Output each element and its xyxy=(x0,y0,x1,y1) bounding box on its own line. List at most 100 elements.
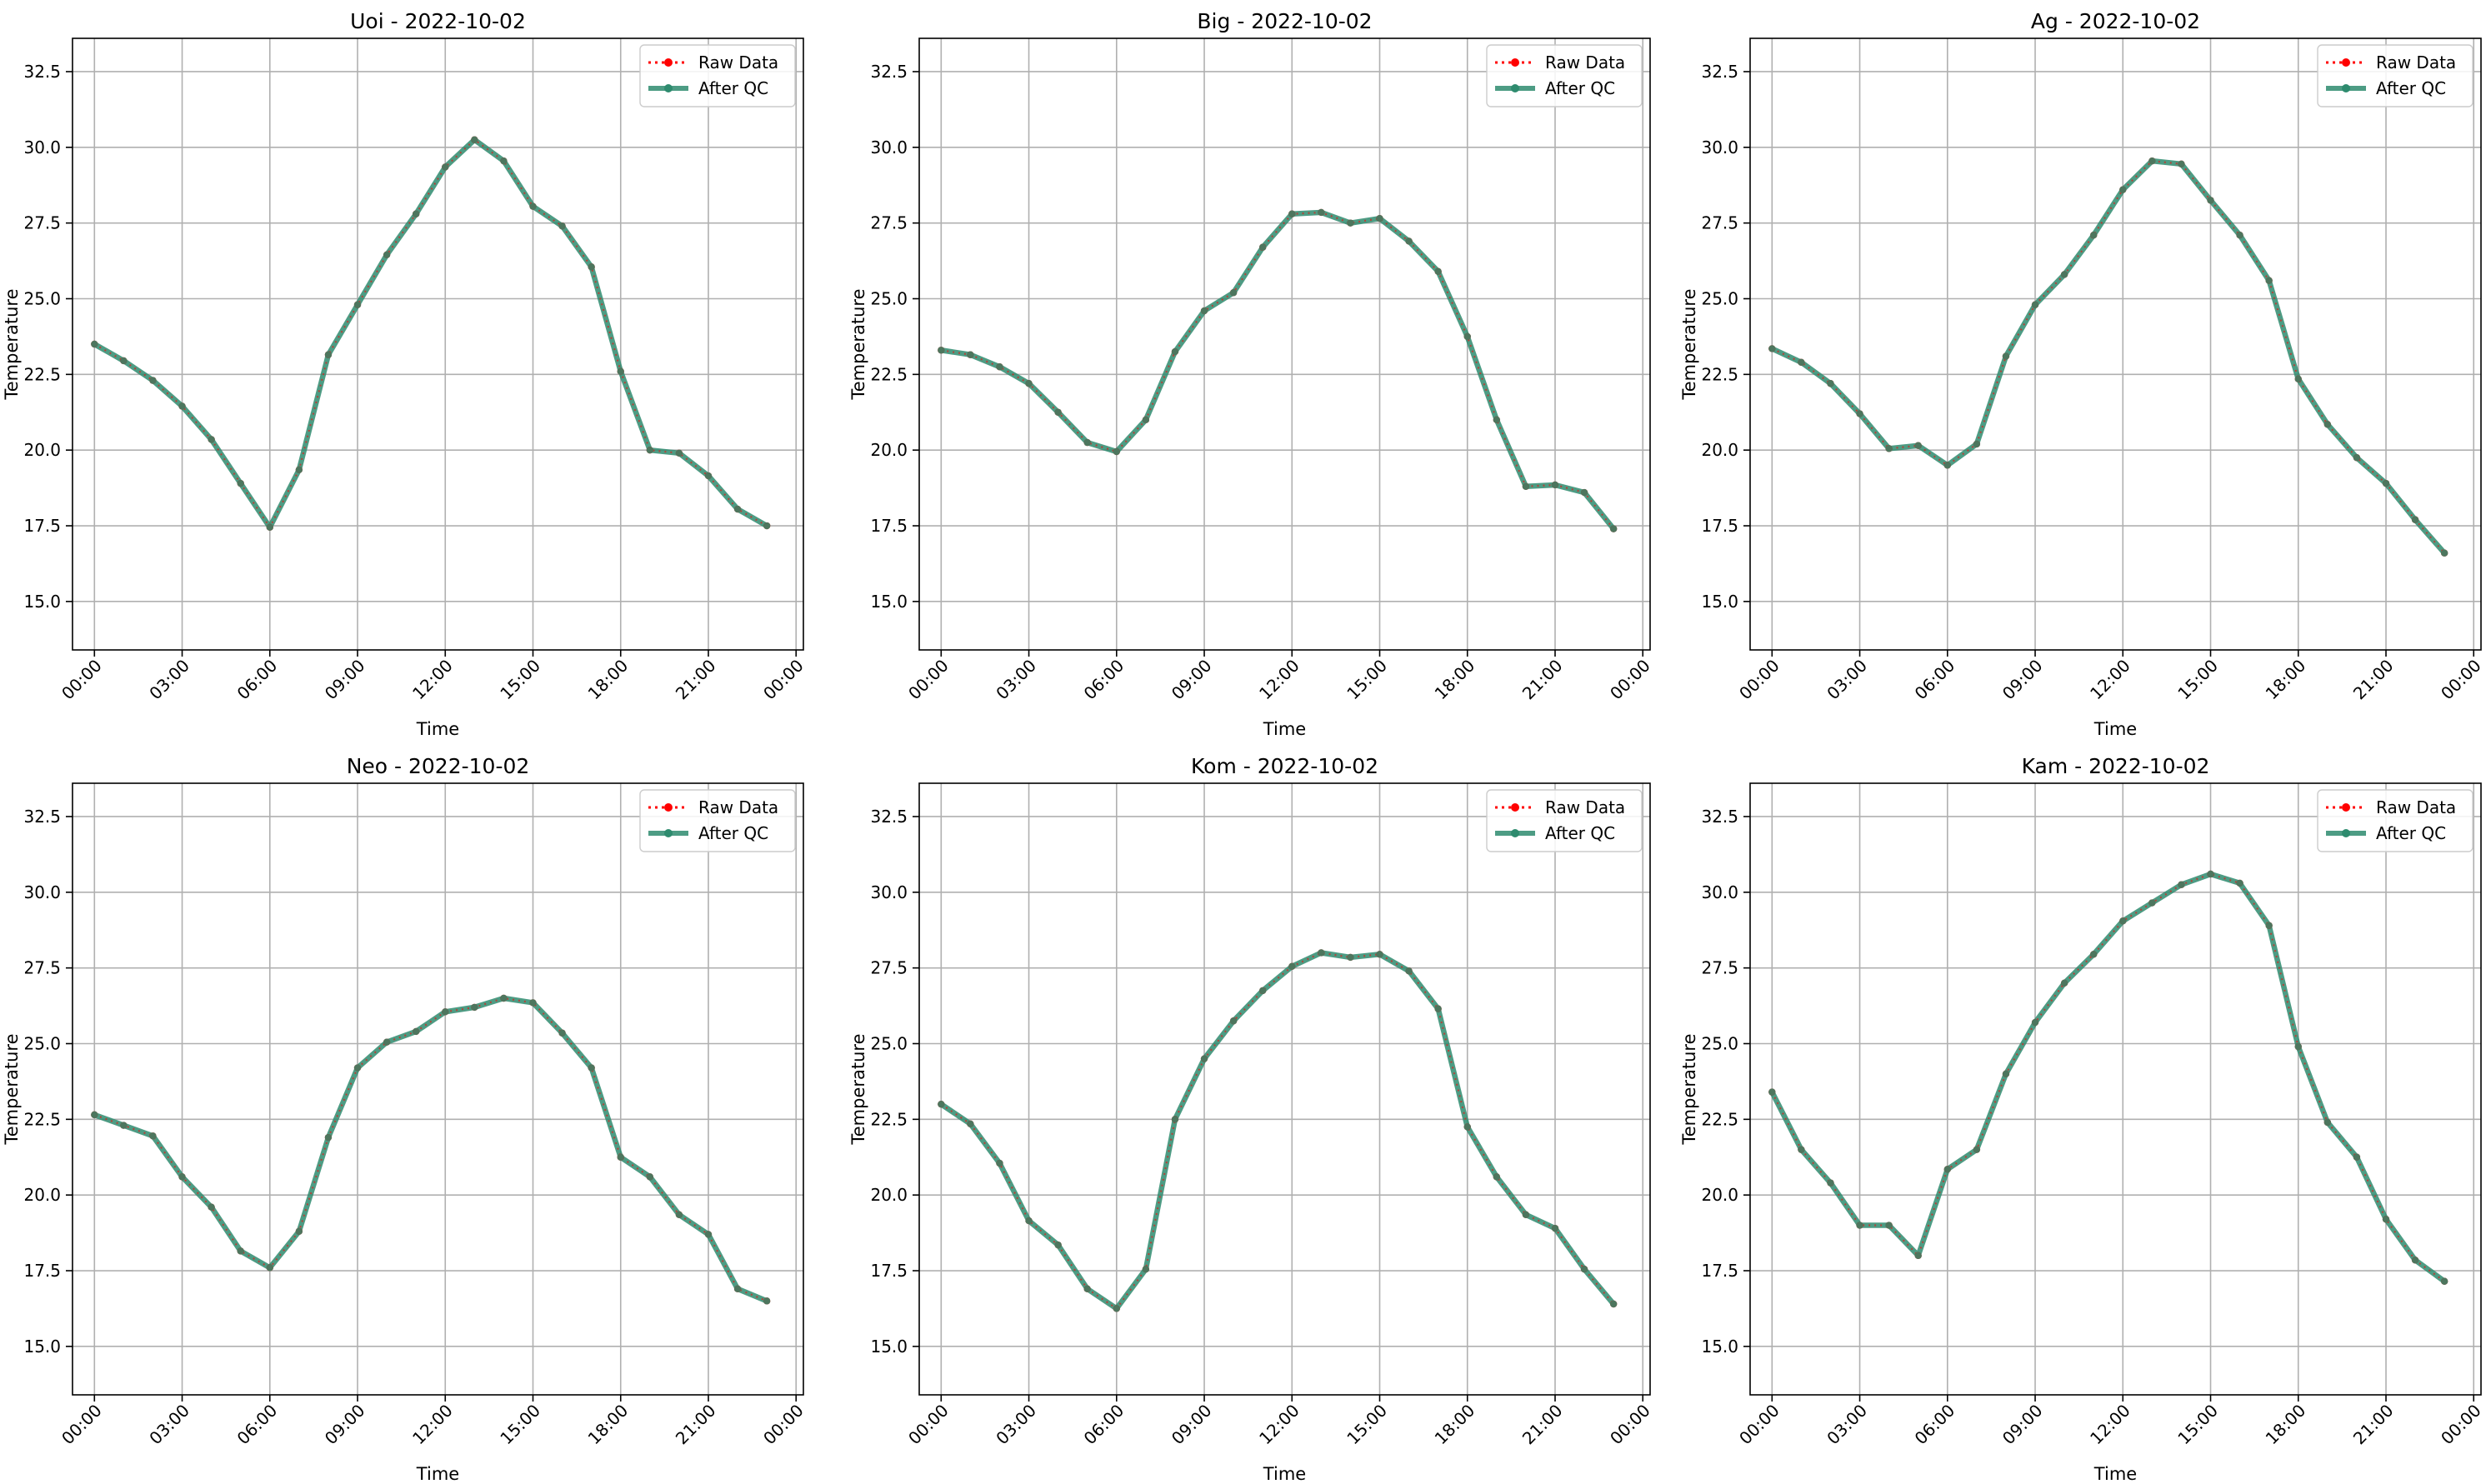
y-axis-label: Temperature xyxy=(2,1033,22,1145)
after-qc-point xyxy=(1200,1055,1208,1062)
x-tick-label: 00:00 xyxy=(759,656,808,704)
x-tick-label: 03:00 xyxy=(1823,656,1871,704)
series-raw-data-line xyxy=(941,211,1615,530)
x-tick-label: 21:00 xyxy=(2349,1401,2398,1449)
y-tick-label: 17.5 xyxy=(1701,1261,1738,1281)
after-qc-point xyxy=(1973,440,1981,448)
y-tick-label: 22.5 xyxy=(1701,1109,1738,1129)
after-qc-point xyxy=(1493,416,1501,424)
legend-qc-marker xyxy=(2342,829,2350,837)
y-tick-label: 17.5 xyxy=(23,1261,61,1281)
y-tick-label: 25.0 xyxy=(1701,1033,1738,1053)
after-qc-point xyxy=(295,1227,303,1235)
after-qc-point xyxy=(558,1029,566,1037)
y-tick-label: 32.5 xyxy=(23,807,61,827)
after-qc-point xyxy=(208,1203,215,1211)
after-qc-point xyxy=(2148,899,2156,907)
x-tick-label: 03:00 xyxy=(992,1401,1040,1449)
x-tick-label: 09:00 xyxy=(321,656,369,704)
after-qc-point xyxy=(1142,1266,1150,1273)
after-qc-point xyxy=(237,479,244,487)
legend-raw-marker xyxy=(2342,58,2350,67)
after-qc-point xyxy=(412,210,420,217)
after-qc-point xyxy=(266,523,273,532)
x-tick-label: 15:00 xyxy=(2173,1401,2222,1449)
legend-qc-label: After QC xyxy=(2376,78,2446,98)
after-qc-point xyxy=(2089,231,2098,239)
after-qc-point xyxy=(1914,1252,1922,1260)
y-axis-label: Temperature xyxy=(848,288,868,400)
after-qc-point xyxy=(1376,215,1383,222)
after-qc-point xyxy=(1376,951,1383,958)
after-qc-point xyxy=(2002,1070,2010,1078)
after-qc-point xyxy=(1493,1173,1501,1181)
legend: Raw Data After QC xyxy=(1486,44,1643,107)
legend: Raw Data After QC xyxy=(2317,44,2473,107)
y-tick-label: 17.5 xyxy=(870,516,908,536)
y-tick-label: 30.0 xyxy=(1701,882,1738,902)
after-qc-point xyxy=(442,163,449,171)
y-tick-label: 30.0 xyxy=(1701,137,1738,157)
after-qc-point xyxy=(1943,1166,1951,1173)
series-raw-data-line xyxy=(1771,160,2445,554)
legend-raw-marker xyxy=(1511,803,1519,812)
x-tick-label: 00:00 xyxy=(904,656,953,704)
x-tick-label: 15:00 xyxy=(496,656,544,704)
x-tick-label: 15:00 xyxy=(496,1401,544,1449)
after-qc-point xyxy=(178,402,186,410)
legend-qc-label: After QC xyxy=(1545,78,1615,98)
after-qc-point xyxy=(2382,1216,2390,1223)
subplot-2: 00:00 03:00 06:00 09:00 12:00 15:00 18:00 21:00… xyxy=(848,9,1654,739)
x-tick-label: 21:00 xyxy=(672,656,720,704)
after-qc-point xyxy=(1258,987,1267,995)
x-tick-label: 06:00 xyxy=(1911,656,1959,704)
subplot-5: 00:00 03:00 06:00 09:00 12:00 15:00 18:00 21:00… xyxy=(848,754,1654,1484)
legend-box xyxy=(639,789,796,852)
series-raw-data-line xyxy=(940,952,1614,1310)
after-qc-point xyxy=(2060,271,2068,278)
after-qc-point xyxy=(2294,1042,2302,1051)
series-raw-data-line xyxy=(1771,872,2445,1282)
after-qc-point xyxy=(412,1027,420,1036)
y-axis-label: Temperature xyxy=(2,288,22,400)
legend-raw-label: Raw Data xyxy=(698,52,778,72)
after-qc-point xyxy=(763,1297,771,1305)
y-tick-label: 27.5 xyxy=(1701,213,1738,233)
y-tick-label: 25.0 xyxy=(23,1033,61,1053)
after-qc-point xyxy=(1885,1222,1893,1229)
y-tick-label: 32.5 xyxy=(1701,807,1738,827)
x-tick-label: 12:00 xyxy=(2086,1401,2134,1449)
plot-frame xyxy=(918,37,1651,651)
y-tick-label: 15.0 xyxy=(1701,592,1738,612)
legend-qc-marker xyxy=(1511,84,1519,92)
x-tick-label: 12:00 xyxy=(408,1401,457,1449)
x-tick-label: 00:00 xyxy=(58,656,106,704)
legend-raw-marker xyxy=(664,58,673,67)
after-qc-point xyxy=(120,1122,128,1129)
after-qc-point xyxy=(646,1173,654,1181)
y-tick-label: 32.5 xyxy=(1701,62,1738,82)
y-tick-label: 25.0 xyxy=(870,288,908,308)
after-qc-point xyxy=(617,1153,624,1161)
y-tick-label: 30.0 xyxy=(870,882,908,902)
after-qc-point xyxy=(1551,1224,1559,1232)
after-qc-point xyxy=(1258,243,1267,251)
x-axis-label: Time xyxy=(2093,1464,2137,1484)
after-qc-point xyxy=(2440,1277,2448,1285)
after-qc-point xyxy=(2207,197,2214,204)
after-qc-point xyxy=(500,994,508,1002)
legend-qc-marker xyxy=(664,829,673,837)
after-qc-point xyxy=(2440,549,2448,557)
after-qc-point xyxy=(2294,375,2302,382)
x-tick-label: 06:00 xyxy=(233,656,282,704)
after-qc-point xyxy=(266,1264,273,1272)
legend-box xyxy=(2317,789,2473,852)
x-tick-label: 09:00 xyxy=(1168,1401,1216,1449)
series-after-qc-line xyxy=(1769,157,2448,556)
x-tick-label: 15:00 xyxy=(2173,656,2222,704)
after-qc-point xyxy=(1229,1017,1238,1025)
y-tick-label: 20.0 xyxy=(870,1185,908,1205)
after-qc-point xyxy=(1580,1266,1588,1273)
after-qc-point xyxy=(1798,358,1805,367)
plot-frame xyxy=(918,782,1651,1396)
